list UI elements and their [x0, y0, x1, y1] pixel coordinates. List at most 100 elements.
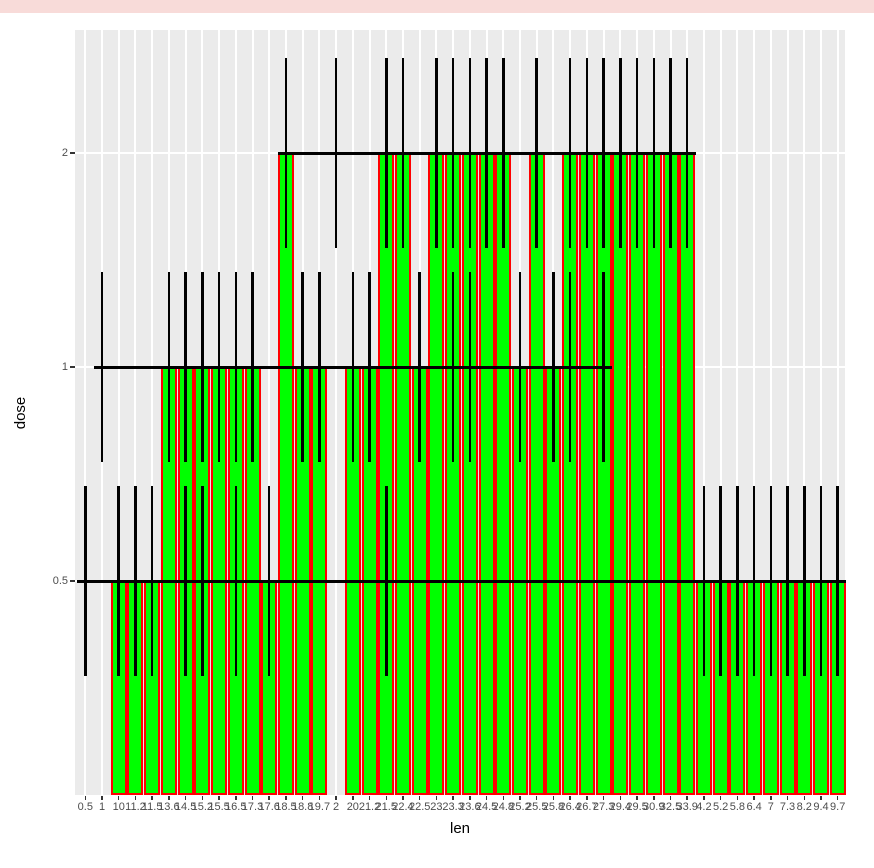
x-tick-label: 11.5 — [141, 801, 163, 813]
x-axis-tick — [318, 795, 321, 800]
bar — [478, 153, 495, 795]
bar — [595, 153, 612, 795]
y-axis-tick — [70, 366, 75, 368]
x-tick-label: 19.7 — [308, 801, 331, 813]
x-tick-label: 9.4 — [813, 801, 829, 813]
bar — [428, 153, 445, 795]
x-tick-label: 5.2 — [713, 801, 729, 813]
x-axis-tick — [636, 795, 638, 800]
x-axis-tick — [268, 795, 270, 800]
top-pink-banner — [0, 0, 874, 13]
x-major-gridline — [803, 30, 806, 795]
x-tick-label: 1 — [98, 801, 106, 813]
x-axis-tick — [703, 795, 705, 800]
x-tick-label: 23 — [430, 801, 443, 813]
x-axis-tick — [803, 795, 805, 800]
bar — [495, 153, 512, 795]
x-major-gridline — [151, 30, 154, 795]
x-tick-label: 27.3 — [592, 801, 615, 813]
x-tick-label: 22.4 — [392, 801, 414, 813]
x-tick-label: 21.2 — [358, 801, 381, 813]
x-axis-tick — [569, 795, 571, 800]
x-tick-label: 7 — [767, 801, 774, 813]
x-axis-tick — [235, 795, 237, 800]
x-axis-tick — [218, 795, 220, 800]
x-tick-label: 30.9 — [643, 801, 665, 813]
x-tick-label: 5.8 — [729, 801, 746, 813]
y-axis-tick — [70, 580, 75, 582]
x-axis-tick — [117, 795, 120, 800]
bar — [612, 153, 629, 795]
x-axis-tick — [770, 795, 772, 800]
x-axis-tick — [485, 795, 488, 800]
x-tick-label: 15.5 — [208, 801, 230, 813]
x-tick-label: 13.6 — [158, 801, 180, 813]
x-axis-tick — [368, 795, 371, 800]
x-axis-tick — [301, 795, 304, 800]
x-tick-label: 23.3 — [442, 801, 464, 813]
x-axis-tick — [402, 795, 404, 800]
x-axis-tick — [201, 795, 204, 800]
y-tick-label: 0.5 — [52, 575, 68, 587]
y-tick-label: 1 — [61, 361, 68, 373]
x-tick-label: 8.2 — [796, 801, 812, 813]
x-tick-label: 25.2 — [509, 801, 531, 813]
x-tick-label: 2 — [333, 801, 340, 813]
x-axis-tick — [653, 795, 655, 800]
x-tick-label: 20 — [346, 801, 359, 813]
x-tick-label: 17.3 — [241, 801, 264, 813]
x-axis-tick — [820, 795, 822, 800]
x-major-gridline — [134, 30, 137, 795]
x-axis-tick — [385, 795, 387, 800]
x-axis-tick — [168, 795, 170, 800]
x-tick-label: 18.8 — [291, 801, 314, 813]
x-axis-tick — [502, 795, 505, 800]
x-axis-tick — [418, 795, 421, 800]
x-axis-tick — [519, 795, 521, 800]
bar — [679, 153, 696, 795]
x-axis-tick — [619, 795, 622, 800]
y-axis-tick — [70, 152, 75, 154]
x-axis-tick — [719, 795, 722, 800]
x-tick-label: 32.5 — [659, 801, 682, 813]
x-tick-label: 21.5 — [375, 801, 397, 813]
x-major-gridline — [702, 30, 705, 795]
x-tick-label: 14.5 — [174, 801, 197, 813]
x-tick-label: 18.5 — [275, 801, 297, 813]
x-tick-label: 7.3 — [779, 801, 796, 813]
x-tick-label: 25.8 — [542, 801, 565, 813]
x-axis-tick — [469, 795, 471, 800]
bar — [578, 153, 595, 795]
x-axis-tick — [552, 795, 555, 800]
group-range-line — [76, 579, 847, 583]
group-range-line — [93, 365, 612, 369]
bar — [277, 153, 294, 795]
x-axis-tick — [736, 795, 739, 800]
x-major-gridline — [84, 30, 87, 795]
x-major-gridline — [819, 30, 822, 795]
group-range-line — [277, 151, 696, 155]
x-axis-tick — [452, 795, 454, 800]
x-axis-tick — [602, 795, 605, 800]
x-tick-label: 24.8 — [492, 801, 515, 813]
x-tick-label: 9.7 — [830, 801, 846, 813]
bar — [528, 153, 545, 795]
x-axis-tick — [435, 795, 438, 800]
x-axis-tick — [686, 795, 688, 800]
x-tick-label: 24.5 — [475, 801, 498, 813]
x-tick-label: 26.7 — [576, 801, 598, 813]
x-tick-label: 10 — [112, 801, 125, 813]
x-axis-tick — [84, 795, 87, 800]
x-axis-tick — [101, 795, 103, 800]
x-axis-tick — [753, 795, 755, 800]
bar — [629, 153, 646, 795]
x-major-gridline — [335, 30, 338, 795]
y-tick-label: 2 — [61, 147, 68, 159]
x-axis-tick — [669, 795, 672, 800]
bar — [445, 153, 462, 795]
x-axis-tick — [836, 795, 839, 800]
bar — [378, 153, 395, 795]
x-axis-title: len — [449, 820, 471, 837]
x-tick-label: 4.2 — [696, 801, 712, 813]
